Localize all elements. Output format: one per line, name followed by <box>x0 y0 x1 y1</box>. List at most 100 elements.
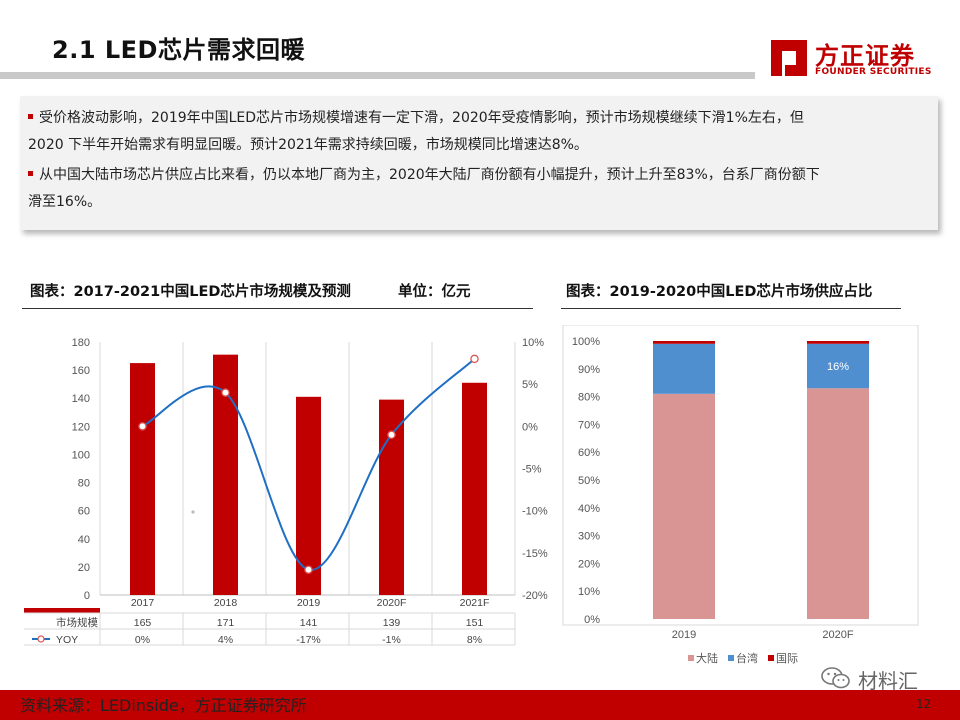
segment-国际 <box>807 341 869 344</box>
table-cell-yoy: 4% <box>218 634 233 646</box>
supply-share-legend: 大陆 台湾 国际 <box>688 651 798 665</box>
y2-tick-label: -5% <box>522 464 542 476</box>
left-chart-title-rule <box>22 308 533 309</box>
segment-data-label: 16% <box>827 361 849 373</box>
wechat-icon <box>821 667 850 689</box>
y-tick-label: 60% <box>578 447 600 459</box>
y2-tick-label: 10% <box>522 337 544 349</box>
y2-tick-label: -10% <box>522 506 548 518</box>
x-category-label: 2017 <box>131 597 155 609</box>
x-category-label: 2019 <box>672 629 696 641</box>
bullet-marker-icon <box>28 171 33 176</box>
y-tick-label: 30% <box>578 531 600 543</box>
table-cell-yoy: 8% <box>467 634 482 646</box>
summary-bullet-1: 受价格波动影响，2019年中国LED芯片市场规模增速有一定下滑，2020年受疫情… <box>28 105 928 159</box>
page-title: 2.1 LED芯片需求回暖 <box>52 36 305 64</box>
table-cell-value: 171 <box>217 617 235 629</box>
yoy-point <box>138 422 147 431</box>
legend-swatch <box>688 655 694 661</box>
yoy-legend-marker <box>37 635 45 643</box>
bullet-2-line-2: 滑至16%。 <box>28 194 102 210</box>
segment-大陆 <box>807 388 869 619</box>
summary-box: 受价格波动影响，2019年中国LED芯片市场规模增速有一定下滑，2020年受疫情… <box>20 96 938 230</box>
bullet-marker-icon <box>28 114 33 119</box>
market-size-data-table: 市场规模 YOY 165 0% 171 4% 141 -17% 139 -1% 151 8% <box>24 608 516 646</box>
supply-share-x-axis: 2019 2020F <box>672 629 854 641</box>
segment-国际 <box>653 341 715 344</box>
table-cell-value: 141 <box>300 617 318 629</box>
segment-台湾 <box>653 343 715 394</box>
legend-label: 国际 <box>776 652 798 665</box>
summary-bullet-2: 从中国大陆市场芯片供应占比来看，仍以本地厂商为主，2020年大陆厂商份额有小幅提… <box>28 162 928 216</box>
y-tick-label: 50% <box>578 475 600 487</box>
x-category-label: 2019 <box>297 597 321 609</box>
y-tick-label: 20% <box>578 558 600 570</box>
y-tick-label: 140 <box>72 393 90 405</box>
table-cell-value: 151 <box>466 617 484 629</box>
segment-大陆 <box>653 393 715 619</box>
table-series-swatch <box>24 608 100 613</box>
y-tick-label: 180 <box>72 337 90 349</box>
legend-swatch <box>728 655 734 661</box>
market-size-bar <box>462 382 487 595</box>
right-chart-title: 图表：2019-2020中国LED芯片市场供应占比 <box>566 284 873 300</box>
segment-台湾 <box>807 343 869 389</box>
y-tick-label: 0% <box>584 614 600 626</box>
y-tick-label: 100 <box>72 449 90 461</box>
bullet-1-line-1: 受价格波动影响，2019年中国LED芯片市场规模增速有一定下滑，2020年受疫情… <box>39 110 804 126</box>
supply-share-bars: 16% <box>653 341 869 619</box>
yoy-point <box>387 430 396 440</box>
market-size-chart: 0 20 40 60 80 100 120 140 160 180 -20% -15% -10% -5%… <box>24 337 548 646</box>
y-tick-label: 60 <box>78 506 90 518</box>
stray-dot <box>191 510 195 514</box>
y-tick-label: 90% <box>578 364 600 376</box>
y-tick-label: 100% <box>572 336 600 348</box>
market-size-bar <box>379 399 404 595</box>
bullet-2-line-1: 从中国大陆市场芯片供应占比来看，仍以本地厂商为主，2020年大陆厂商份额有小幅提… <box>39 167 820 183</box>
market-size-right-axis: -20% -15% -10% -5% 0% 5% 10% <box>522 337 548 602</box>
page-number: 12 <box>916 697 932 711</box>
y-tick-label: 160 <box>72 365 90 377</box>
yoy-line-series <box>138 354 479 574</box>
x-category-label: 2018 <box>214 597 238 609</box>
y-tick-label: 70% <box>578 419 600 431</box>
y-tick-label: 40% <box>578 503 600 515</box>
x-category-label: 2020F <box>377 597 407 609</box>
y-tick-label: 120 <box>72 421 90 433</box>
table-row-label: YOY <box>56 634 78 646</box>
market-size-bar <box>130 363 155 595</box>
y-tick-label: 80% <box>578 392 600 404</box>
brand-name-cn: 方正证券 <box>815 42 915 70</box>
founder-logo-icon <box>771 40 807 76</box>
table-cell-value: 165 <box>134 617 152 629</box>
footer-bar <box>0 690 960 720</box>
yoy-point <box>304 565 313 574</box>
watermark-text: 材料汇 <box>858 669 918 693</box>
table-cell-value: 139 <box>383 617 401 629</box>
table-cell-yoy: -1% <box>382 634 401 646</box>
y-tick-label: 0 <box>84 590 90 602</box>
y2-tick-label: 0% <box>522 421 538 433</box>
table-row-label: 市场规模 <box>56 616 98 629</box>
bullet-1-line-2: 2020 下半年开始需求有明显回暖。预计2021年需求持续回暖，市场规模同比增速… <box>28 137 588 153</box>
table-cell-yoy: 0% <box>135 634 150 646</box>
right-chart-title-rule <box>561 308 901 309</box>
supply-share-y-axis: 0% 10% 20% 30% 40% 50% 60% 70% 80% 90% 100% <box>572 336 600 626</box>
left-chart-title: 图表：2017-2021中国LED芯片市场规模及预测 <box>30 284 351 300</box>
y-tick-label: 10% <box>578 586 600 598</box>
y-tick-label: 80 <box>78 478 90 490</box>
y-tick-label: 20 <box>78 562 90 574</box>
market-size-bar <box>296 396 321 595</box>
legend-swatch <box>768 655 774 661</box>
supply-share-plot-frame <box>562 325 919 626</box>
supply-share-chart: 0% 10% 20% 30% 40% 50% 60% 70% 80% 90% 100% 16% 20… <box>562 325 919 665</box>
x-category-label: 2020F <box>822 629 853 641</box>
x-category-label: 2021F <box>460 597 490 609</box>
y-tick-label: 40 <box>78 534 90 546</box>
yoy-point <box>221 388 230 397</box>
left-chart-unit: 单位：亿元 <box>398 284 471 300</box>
legend-label: 台湾 <box>736 651 758 665</box>
table-cell-yoy: -17% <box>296 634 321 646</box>
legend-label: 大陆 <box>696 651 718 665</box>
source-note: 资料来源：LEDinside，方正证券研究所 <box>20 696 307 715</box>
